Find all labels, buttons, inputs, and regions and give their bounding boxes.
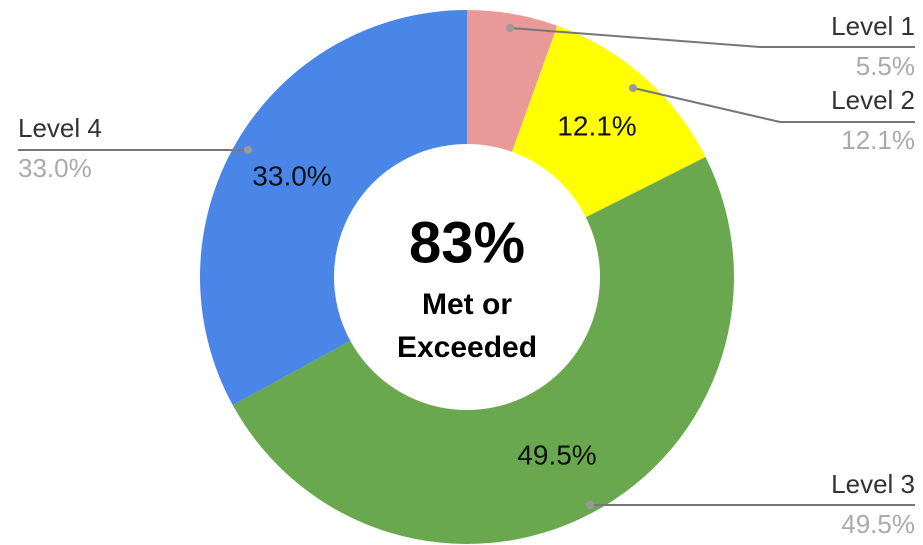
data-label: 12.1% — [557, 110, 636, 141]
legend-label: Level 1 — [831, 11, 915, 41]
legend-value: 12.1% — [841, 125, 915, 155]
legend-label: Level 2 — [831, 85, 915, 115]
slice — [232, 157, 735, 545]
slice — [512, 25, 706, 218]
legend-value: 49.5% — [841, 509, 915, 539]
callout-dot — [244, 146, 252, 154]
center-caption: Exceeded — [397, 331, 537, 364]
center-value: 83% — [409, 210, 525, 275]
legend-value: 5.5% — [856, 51, 915, 81]
legend-value: 33.0% — [18, 153, 92, 183]
callout-dot — [586, 501, 594, 509]
callout-line — [632, 87, 915, 123]
data-label: 49.5% — [517, 439, 596, 470]
callout-dot — [506, 24, 514, 32]
slice — [467, 10, 558, 152]
legend-label: Level 4 — [18, 113, 102, 143]
callout-dot — [629, 84, 637, 92]
center-caption: Met or — [422, 288, 512, 321]
callout-line — [509, 27, 915, 48]
data-label: 33.0% — [252, 160, 331, 191]
slices — [200, 10, 735, 545]
slice — [200, 10, 467, 406]
legend-label: Level 3 — [831, 469, 915, 499]
